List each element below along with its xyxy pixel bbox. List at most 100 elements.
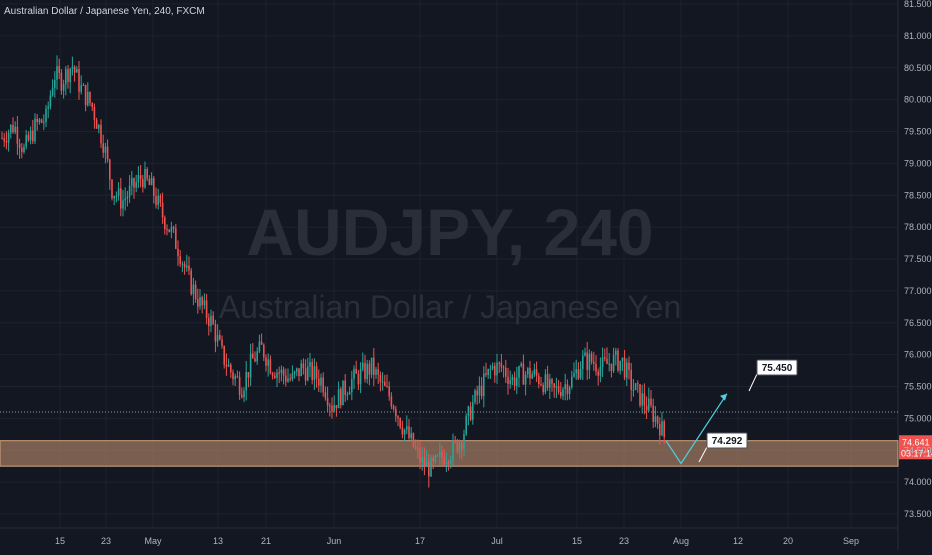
candle xyxy=(67,65,69,89)
candle xyxy=(348,386,351,395)
candle xyxy=(43,114,45,131)
candle-body xyxy=(540,384,542,386)
candle xyxy=(254,351,256,363)
candle-body xyxy=(397,416,399,419)
candle-body xyxy=(573,373,575,377)
candle xyxy=(654,406,657,428)
candle xyxy=(370,357,373,379)
time-axis[interactable]: 15 23 May 13 21 Jun 17 Jul 15 23 Aug 12 20 Sep xyxy=(55,536,859,546)
candle xyxy=(276,368,278,388)
candle-body xyxy=(100,124,102,144)
candle-body xyxy=(443,457,445,465)
candle xyxy=(131,170,133,196)
candle-body xyxy=(445,461,448,465)
candle xyxy=(366,359,368,384)
candle xyxy=(205,293,208,325)
candle xyxy=(65,66,67,96)
candle-body xyxy=(98,124,100,129)
candle-body xyxy=(170,226,173,232)
candle-body xyxy=(617,350,619,371)
candle xyxy=(478,376,481,404)
price-axis[interactable]: 73.500 74.000 74.500 75.000 75.500 76.000 76.5… xyxy=(904,0,932,519)
candle-body xyxy=(364,362,366,380)
candle-body xyxy=(419,448,421,463)
candle-body xyxy=(148,178,151,185)
candle-body xyxy=(436,455,439,457)
candle-body xyxy=(40,119,43,123)
candle-body xyxy=(546,374,549,388)
candle-body xyxy=(113,196,115,199)
candle-body xyxy=(115,195,118,197)
x-tick-label: Jul xyxy=(491,536,503,546)
candle xyxy=(417,439,419,459)
candle-body xyxy=(309,362,311,367)
candle xyxy=(201,295,203,314)
candle-body xyxy=(661,421,663,436)
candle xyxy=(507,367,509,395)
candle-body xyxy=(203,300,206,306)
candle-body xyxy=(155,195,157,206)
candle-body xyxy=(21,147,23,152)
candle-body xyxy=(496,362,498,376)
x-tick-label: 21 xyxy=(261,536,271,546)
candle xyxy=(621,357,624,371)
candle-body xyxy=(285,375,287,382)
candle xyxy=(153,176,155,204)
candle xyxy=(610,363,613,378)
candle-body xyxy=(201,297,203,306)
candle xyxy=(524,371,527,396)
candle xyxy=(560,381,562,399)
candle-body xyxy=(175,228,177,249)
candle xyxy=(331,397,333,419)
candle-body xyxy=(623,357,626,378)
candle-body xyxy=(47,106,49,109)
candle-body xyxy=(256,351,258,362)
candle-body xyxy=(122,200,124,209)
candle-body xyxy=(128,185,131,197)
candle-body xyxy=(568,387,571,395)
candle-body xyxy=(146,169,148,179)
candle xyxy=(573,362,575,378)
candle xyxy=(16,116,19,155)
candle xyxy=(498,361,500,373)
candle-body xyxy=(518,366,520,378)
candle-body xyxy=(274,375,276,378)
candle xyxy=(146,167,148,182)
y-tick-label: 79.500 xyxy=(904,127,932,137)
candle xyxy=(278,366,280,384)
candle-body xyxy=(142,179,144,188)
candle xyxy=(439,442,441,465)
candle-body xyxy=(181,263,184,265)
candle xyxy=(403,428,406,442)
x-tick-label: 17 xyxy=(415,536,425,546)
candle xyxy=(302,358,305,375)
candle-body xyxy=(337,388,340,409)
candle-body xyxy=(621,357,624,361)
candle-body xyxy=(69,68,71,82)
candle-body xyxy=(190,270,192,295)
candle-body xyxy=(311,362,313,380)
candle-body xyxy=(597,371,599,376)
x-tick-label: 23 xyxy=(619,536,629,546)
candle-body xyxy=(168,229,170,232)
candle xyxy=(355,360,357,374)
candle-body xyxy=(38,119,41,123)
candle xyxy=(194,280,197,303)
candle xyxy=(285,368,287,387)
candle xyxy=(148,175,151,186)
candle xyxy=(252,343,254,359)
candle-body xyxy=(60,72,63,91)
candle xyxy=(186,254,188,272)
candle xyxy=(287,368,289,383)
candle xyxy=(590,351,593,365)
candle xyxy=(137,166,140,189)
candle xyxy=(177,240,179,266)
candle xyxy=(197,288,199,314)
candle xyxy=(637,380,639,393)
candle-body xyxy=(599,366,602,376)
candle xyxy=(463,429,465,457)
candle xyxy=(458,439,461,459)
current-price-countdown: 03:17:14 xyxy=(901,448,932,458)
